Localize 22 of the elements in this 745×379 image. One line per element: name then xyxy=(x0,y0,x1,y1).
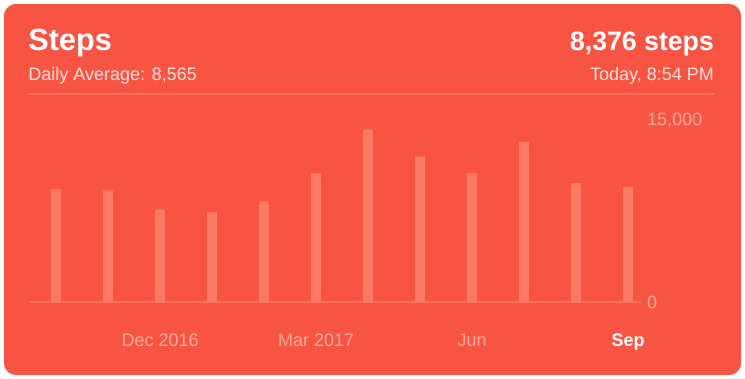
bar xyxy=(155,210,166,302)
x-tick-label: Dec 2016 xyxy=(122,333,198,346)
bar xyxy=(571,183,582,302)
bar xyxy=(207,212,218,302)
bar xyxy=(103,190,114,302)
chart-subtitle: Daily Average: 8,565 xyxy=(30,66,196,84)
x-tick-label: Jun xyxy=(458,333,486,346)
bar xyxy=(519,142,530,302)
bar xyxy=(51,189,62,302)
text: 8,376 steps xyxy=(570,31,713,56)
bar xyxy=(623,186,634,302)
chart-title: Steps xyxy=(29,28,111,56)
x-tick-label: Sep xyxy=(612,333,644,350)
bar xyxy=(311,173,322,302)
bar xyxy=(259,201,270,302)
text: Today, 8:54 PM xyxy=(590,66,712,84)
bar xyxy=(415,156,426,302)
bar xyxy=(363,130,374,302)
y-tick-label: 0 xyxy=(648,296,656,308)
y-tick-label: 15,000 xyxy=(648,112,702,128)
x-tick-label: Mar 2017 xyxy=(279,333,354,346)
bar xyxy=(467,173,478,302)
